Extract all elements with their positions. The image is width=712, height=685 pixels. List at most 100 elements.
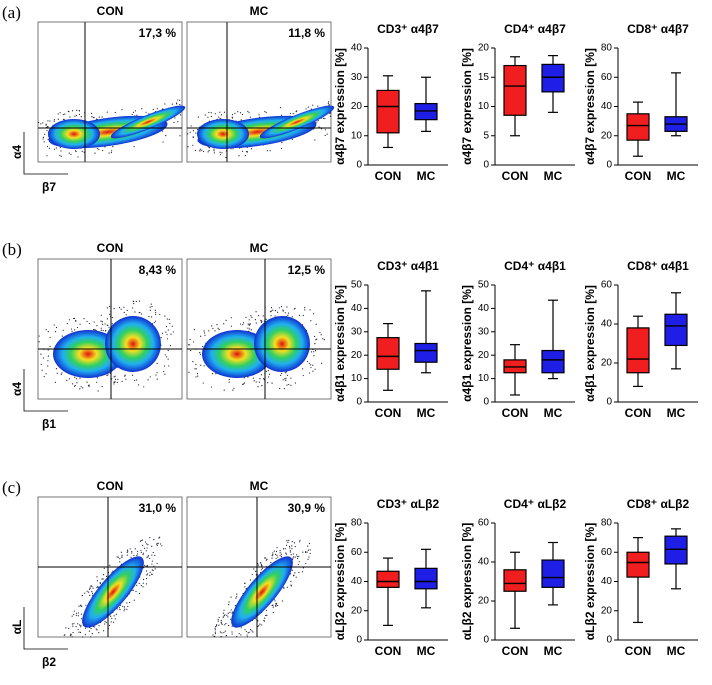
event-dot bbox=[135, 590, 137, 593]
event-dot bbox=[145, 577, 148, 580]
event-dot bbox=[223, 323, 225, 325]
density-plot bbox=[186, 496, 332, 638]
event-dot bbox=[272, 553, 274, 556]
event-dot bbox=[263, 620, 265, 622]
event-dot bbox=[76, 326, 79, 329]
event-dot bbox=[81, 150, 83, 152]
event-dot bbox=[88, 588, 91, 591]
event-dot bbox=[268, 373, 271, 375]
event-dot bbox=[106, 324, 108, 326]
event-dot bbox=[227, 616, 229, 618]
event-dot bbox=[69, 116, 71, 118]
event-dot bbox=[231, 116, 233, 118]
event-dot bbox=[260, 563, 262, 565]
event-dot bbox=[141, 108, 143, 110]
event-dot bbox=[302, 374, 304, 377]
event-dot bbox=[128, 601, 131, 604]
event-dot bbox=[289, 550, 291, 552]
event-dot bbox=[114, 375, 116, 377]
event-dot bbox=[131, 374, 134, 376]
event-dot bbox=[144, 564, 146, 567]
event-dot bbox=[284, 372, 286, 374]
event-dot bbox=[78, 631, 80, 633]
y-tick-label: 30 bbox=[478, 326, 490, 337]
event-dot bbox=[164, 373, 166, 375]
event-dot bbox=[49, 120, 51, 122]
flow-title: MC bbox=[250, 4, 269, 18]
event-dot bbox=[192, 136, 194, 139]
event-dot bbox=[320, 334, 322, 336]
event-dot bbox=[91, 116, 93, 118]
event-dot bbox=[121, 109, 123, 111]
event-dot bbox=[177, 121, 179, 123]
event-dot bbox=[317, 105, 319, 107]
y-tick-label: 0 bbox=[606, 160, 612, 171]
event-dot bbox=[80, 624, 82, 626]
event-dot bbox=[241, 150, 244, 152]
y-tick-label: 20 bbox=[601, 605, 613, 616]
event-dot bbox=[275, 557, 277, 560]
y-tick-label: 20 bbox=[601, 130, 613, 141]
event-dot bbox=[168, 318, 170, 320]
event-dot bbox=[154, 554, 156, 556]
event-dot bbox=[91, 591, 93, 593]
event-dot bbox=[149, 557, 151, 560]
y-tick-label: 60 bbox=[601, 547, 613, 558]
event-dot bbox=[62, 329, 64, 331]
event-dot bbox=[224, 614, 226, 616]
event-dot bbox=[87, 384, 90, 387]
event-dot bbox=[210, 115, 212, 118]
event-dot bbox=[288, 383, 290, 386]
event-dot bbox=[93, 328, 95, 331]
event-dot bbox=[73, 317, 76, 320]
event-dot bbox=[109, 313, 111, 315]
event-dot bbox=[40, 123, 42, 125]
event-dot bbox=[74, 376, 76, 378]
event-dot bbox=[88, 385, 90, 388]
event-dot bbox=[225, 635, 227, 637]
event-dot bbox=[315, 339, 317, 341]
event-dot bbox=[98, 116, 100, 118]
event-dot bbox=[59, 154, 61, 157]
event-dot bbox=[84, 627, 86, 629]
event-dot bbox=[298, 571, 300, 573]
event-dot bbox=[82, 636, 84, 638]
event-dot bbox=[103, 567, 105, 569]
event-dot bbox=[165, 134, 167, 137]
event-dot bbox=[96, 147, 99, 150]
event-dot bbox=[137, 553, 139, 555]
event-dot bbox=[47, 138, 49, 140]
event-dot bbox=[221, 636, 223, 638]
event-dot bbox=[120, 551, 123, 553]
event-dot bbox=[220, 636, 222, 638]
event-dot bbox=[195, 132, 197, 134]
event-dot bbox=[291, 316, 293, 318]
event-dot bbox=[309, 552, 311, 555]
event-dot bbox=[146, 547, 148, 549]
axis-arrow bbox=[23, 369, 68, 412]
event-dot bbox=[239, 323, 242, 325]
event-dot bbox=[258, 381, 260, 383]
event-dot bbox=[266, 558, 268, 560]
event-dot bbox=[215, 625, 217, 628]
event-dot bbox=[230, 618, 232, 620]
event-dot bbox=[244, 629, 246, 631]
event-dot bbox=[249, 323, 251, 325]
event-dot bbox=[107, 374, 109, 376]
event-dot bbox=[261, 567, 263, 569]
event-dot bbox=[177, 99, 179, 101]
event-dot bbox=[168, 365, 170, 367]
event-dot bbox=[151, 563, 153, 565]
event-dot bbox=[304, 307, 306, 309]
event-dot bbox=[106, 307, 108, 309]
event-dot bbox=[276, 602, 278, 604]
event-dot bbox=[297, 563, 299, 566]
event-dot bbox=[286, 384, 288, 386]
event-dot bbox=[314, 139, 316, 141]
event-dot bbox=[187, 133, 189, 135]
event-dot bbox=[215, 373, 217, 375]
event-dot bbox=[60, 155, 62, 157]
event-dot bbox=[255, 570, 257, 572]
event-dot bbox=[129, 548, 131, 550]
event-dot bbox=[218, 624, 220, 626]
